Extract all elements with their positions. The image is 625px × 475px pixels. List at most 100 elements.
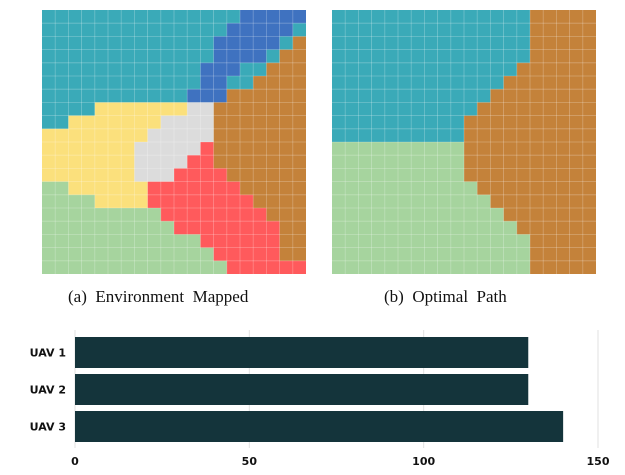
env-map-cell-teal <box>187 49 201 64</box>
optimal-path-cell-brown <box>569 102 584 116</box>
optimal-path-cell-teal <box>411 76 425 90</box>
optimal-path-cell-teal <box>398 23 412 37</box>
optimal-path-cell-brown <box>516 115 531 130</box>
optimal-path-cell-brown <box>530 247 544 262</box>
env-map-cell-yellow <box>68 128 82 143</box>
env-map-cell-yellow <box>81 155 96 169</box>
env-map-cell-green <box>55 208 69 222</box>
env-map-cell-teal <box>279 36 294 50</box>
optimal-path-cell-teal <box>437 23 452 37</box>
env-map-cell-yellow <box>94 194 109 209</box>
env-map-cell-brown <box>292 128 306 143</box>
optimal-path-cell-green <box>411 155 425 169</box>
env-map-cell-brown <box>292 76 306 90</box>
optimal-path-cell-brown <box>477 102 491 116</box>
env-map-cell-yellow <box>121 181 135 196</box>
env-map-cell-yellow <box>94 181 109 196</box>
env-map-cell-green <box>55 260 69 274</box>
optimal-path-cell-brown <box>582 208 596 222</box>
env-map-cell-blue <box>253 36 267 50</box>
env-map-cell-green <box>42 247 56 262</box>
optimal-path-cell-teal <box>437 102 452 116</box>
env-map-cell-green <box>121 221 135 235</box>
env-map-cell-brown <box>292 89 306 103</box>
env-map-cell-red <box>200 168 214 182</box>
optimal-path-cell-brown <box>516 89 531 103</box>
env-map-cell-gray <box>160 168 175 182</box>
env-map-cell-brown <box>266 194 280 209</box>
env-map-cell-gray <box>147 142 162 156</box>
optimal-path-cell-teal <box>371 10 386 24</box>
optimal-path-cell-teal <box>345 128 359 143</box>
env-map-cell-green <box>147 234 162 248</box>
env-map-cell-brown <box>253 102 267 116</box>
env-map-cell-teal <box>200 49 214 64</box>
env-map-cell-yellow <box>108 102 122 116</box>
optimal-path-cell-teal <box>450 36 465 50</box>
optimal-path-cell-brown <box>503 155 518 169</box>
optimal-path-cell-green <box>332 247 346 262</box>
optimal-path-cell-teal <box>398 89 412 103</box>
env-map-cell-brown <box>279 247 294 262</box>
optimal-path-cell-green <box>384 181 399 196</box>
env-map-cell-brown <box>266 142 280 156</box>
optimal-path-cell-green <box>437 142 452 156</box>
env-map-cell-brown <box>279 102 294 116</box>
optimal-path-cell-teal <box>398 49 412 64</box>
optimal-path-cell-green <box>477 208 491 222</box>
optimal-path-cell-brown <box>490 102 504 116</box>
optimal-path-cell-brown <box>582 128 596 143</box>
optimal-path-cell-green <box>450 221 465 235</box>
env-map-cell-brown <box>292 115 306 130</box>
env-map-cell-green <box>42 194 56 209</box>
optimal-path-cell-green <box>332 194 346 209</box>
optimal-path-cell-brown <box>556 221 570 235</box>
env-map-cell-teal <box>187 62 201 77</box>
optimal-path-cell-green <box>398 168 412 182</box>
env-map-cell-yellow <box>134 194 148 209</box>
env-map-cell-teal <box>213 10 228 24</box>
env-map-cell-teal <box>147 62 162 77</box>
optimal-path-cell-green <box>503 260 518 274</box>
env-map-cell-red <box>253 234 267 248</box>
optimal-path-cell-green <box>411 247 425 262</box>
optimal-path-cell-teal <box>345 115 359 130</box>
env-map-cell-teal <box>240 62 254 77</box>
optimal-path-cell-teal <box>464 23 478 37</box>
optimal-path-cell-teal <box>450 128 465 143</box>
env-map-cell-gray <box>134 142 148 156</box>
optimal-path-cell-green <box>411 208 425 222</box>
optimal-path-cell-teal <box>503 36 518 50</box>
optimal-path-cell-green <box>437 221 452 235</box>
env-map-cell-red <box>253 221 267 235</box>
env-map-cell-brown <box>279 62 294 77</box>
env-map-cell-blue <box>187 89 201 103</box>
optimal-path-cell-brown <box>556 102 570 116</box>
optimal-path-cell-green <box>464 234 478 248</box>
env-map-cell-green <box>94 260 109 274</box>
optimal-path-cell-green <box>464 221 478 235</box>
env-map-cell-red <box>226 181 241 196</box>
optimal-path-cell-teal <box>332 36 346 50</box>
env-map-cell-brown <box>279 49 294 64</box>
optimal-path-cell-brown <box>503 181 518 196</box>
env-map-cell-teal <box>94 10 109 24</box>
optimal-path-cell-brown <box>490 181 504 196</box>
optimal-path-cell-teal <box>411 115 425 130</box>
optimal-path-cell-teal <box>424 23 438 37</box>
env-map-cell-red <box>266 221 280 235</box>
optimal-path-cell-green <box>477 260 491 274</box>
optimal-path-cell-green <box>464 208 478 222</box>
optimal-path-cell-brown <box>530 89 544 103</box>
env-map-cell-yellow <box>42 142 56 156</box>
env-map-cell-brown <box>279 89 294 103</box>
env-map-cell-teal <box>200 23 214 37</box>
caption-optimal-path: (b) Optimal Path <box>384 287 507 306</box>
optimal-path-cell-brown <box>556 194 570 209</box>
optimal-path-cell-brown <box>530 62 544 77</box>
optimal-path-cell-teal <box>464 10 478 24</box>
env-map-cell-red <box>200 221 214 235</box>
env-map-cell-green <box>42 221 56 235</box>
env-map-cell-teal <box>147 49 162 64</box>
optimal-path-cell-teal <box>384 115 399 130</box>
